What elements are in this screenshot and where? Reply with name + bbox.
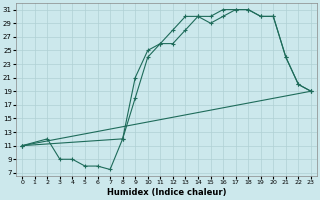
X-axis label: Humidex (Indice chaleur): Humidex (Indice chaleur) (107, 188, 226, 197)
